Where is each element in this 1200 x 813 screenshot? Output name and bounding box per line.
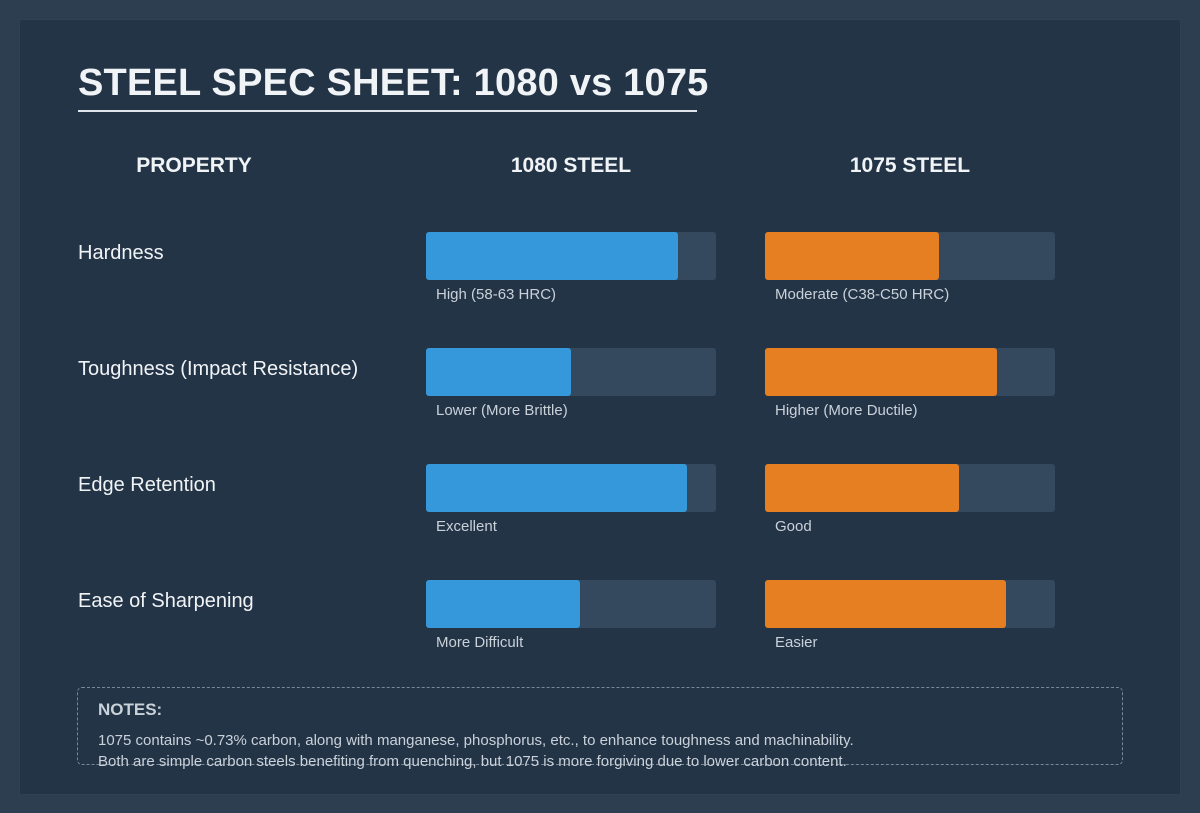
note-line: Both are simple carbon steels benefiting… <box>98 753 847 770</box>
bar-track-1080 <box>426 464 716 512</box>
property-label: Toughness (Impact Resistance) <box>78 358 359 380</box>
bar-fill-1080 <box>426 580 580 628</box>
bar-track-1075 <box>765 232 1055 280</box>
bar-label-1075: Higher (More Ductile) <box>775 402 918 419</box>
bar-track-1080 <box>426 580 716 628</box>
bar-label-1080: Lower (More Brittle) <box>436 402 568 419</box>
bar-label-1080: Excellent <box>436 518 497 535</box>
bar-track-1080 <box>426 348 716 396</box>
property-label: Edge Retention <box>78 474 216 496</box>
notes-title: NOTES: <box>98 700 163 719</box>
bar-fill-1080 <box>426 348 571 396</box>
bar-fill-1075 <box>765 580 1006 628</box>
bar-track-1075 <box>765 580 1055 628</box>
header-property: PROPERTY <box>136 154 252 177</box>
notes-box: NOTES: 1075 contains ~0.73% carbon, alon… <box>77 687 1123 770</box>
bar-label-1075: Moderate (C38-C50 HRC) <box>775 286 950 303</box>
bar-fill-1080 <box>426 464 687 512</box>
header-1080: 1080 STEEL <box>510 154 632 177</box>
bar-label-1075: Good <box>775 518 812 535</box>
bar-fill-1075 <box>765 464 960 512</box>
bar-label-1080: High (58-63 HRC) <box>436 286 557 303</box>
bar-label-1075: Easier <box>775 634 818 651</box>
bar-track-1075 <box>765 464 1055 512</box>
spec-sheet-card: STEEL SPEC SHEET: 1080 vs 1075 PROPERTY … <box>20 20 1180 794</box>
bar-fill-1080 <box>426 232 679 280</box>
property-label: Hardness <box>78 242 164 264</box>
bar-label-1080: More Difficult <box>436 634 524 651</box>
property-label: Ease of Sharpening <box>78 590 254 612</box>
page-title: STEEL SPEC SHEET: 1080 vs 1075 <box>78 62 709 104</box>
note-line: 1075 contains ~0.73% carbon, along with … <box>98 732 854 749</box>
bar-track-1075 <box>765 348 1055 396</box>
header-1075: 1075 STEEL <box>849 154 971 177</box>
bar-fill-1075 <box>765 232 939 280</box>
title-underline <box>78 110 697 112</box>
bar-fill-1075 <box>765 348 997 396</box>
bar-track-1080 <box>426 232 716 280</box>
